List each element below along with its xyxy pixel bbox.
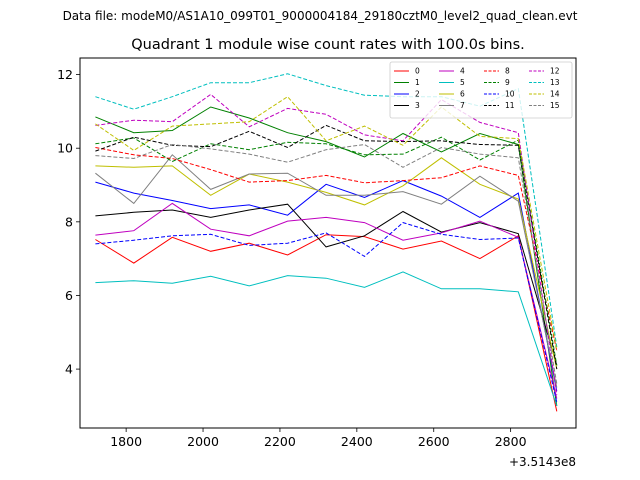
series-line-5 bbox=[95, 271, 558, 407]
plot-frame bbox=[79, 57, 577, 429]
series-line-10 bbox=[95, 222, 558, 403]
series-line-12 bbox=[95, 93, 558, 395]
series-layer bbox=[95, 73, 558, 412]
series-line-4 bbox=[95, 202, 558, 399]
legend-label-7: 7 bbox=[460, 101, 465, 110]
plot-area bbox=[80, 58, 576, 428]
legend-label-2: 2 bbox=[415, 90, 420, 99]
series-line-6 bbox=[95, 157, 558, 370]
series-line-1 bbox=[95, 106, 558, 406]
series-line-8 bbox=[95, 147, 558, 351]
series-line-0 bbox=[95, 234, 558, 412]
y-tick-label: 6 bbox=[65, 288, 73, 303]
x-axis: 1800 2000 2200 2400 2600 2800 bbox=[110, 428, 527, 449]
y-tick-label: 4 bbox=[65, 362, 73, 377]
x-tick-label: 2600 bbox=[418, 434, 450, 449]
x-tick-label: 2800 bbox=[495, 434, 527, 449]
y-tick-label: 12 bbox=[57, 67, 73, 82]
legend-label-15: 15 bbox=[550, 101, 560, 110]
legend-label-12: 12 bbox=[550, 67, 560, 76]
legend-label-11: 11 bbox=[505, 101, 515, 110]
legend-label-8: 8 bbox=[505, 67, 510, 76]
legend-label-0: 0 bbox=[415, 67, 420, 76]
legend-label-1: 1 bbox=[415, 78, 420, 87]
series-line-15 bbox=[95, 143, 558, 384]
x-tick-label: 2000 bbox=[187, 434, 219, 449]
series-line-2 bbox=[95, 180, 558, 392]
chart-suptitle: Data file: modeM0/AS1A10_099T01_90000041… bbox=[63, 9, 578, 23]
series-line-3 bbox=[95, 203, 558, 366]
x-tick-label: 1800 bbox=[110, 434, 142, 449]
y-axis: 4 6 8 10 12 bbox=[57, 67, 80, 377]
y-tick-label: 8 bbox=[65, 214, 73, 229]
legend-label-10: 10 bbox=[505, 90, 515, 99]
legend-label-4: 4 bbox=[460, 67, 465, 76]
legend-label-6: 6 bbox=[460, 90, 465, 99]
legend-label-14: 14 bbox=[550, 90, 560, 99]
series-line-14 bbox=[95, 96, 558, 351]
chart-title: Quadrant 1 module wise count rates with … bbox=[131, 37, 525, 53]
x-tick-label: 2400 bbox=[341, 434, 373, 449]
series-line-7 bbox=[95, 154, 558, 388]
legend-label-5: 5 bbox=[460, 78, 465, 87]
legend-label-3: 3 bbox=[415, 101, 420, 110]
series-line-11 bbox=[95, 124, 558, 370]
y-tick-label: 10 bbox=[57, 141, 73, 156]
legend-label-13: 13 bbox=[550, 78, 560, 87]
legend-box bbox=[389, 61, 573, 119]
legend-label-9: 9 bbox=[505, 78, 510, 87]
x-tick-label: 2200 bbox=[264, 434, 296, 449]
x-offset-label: +3.5143e8 bbox=[509, 455, 576, 469]
series-line-9 bbox=[95, 136, 558, 366]
